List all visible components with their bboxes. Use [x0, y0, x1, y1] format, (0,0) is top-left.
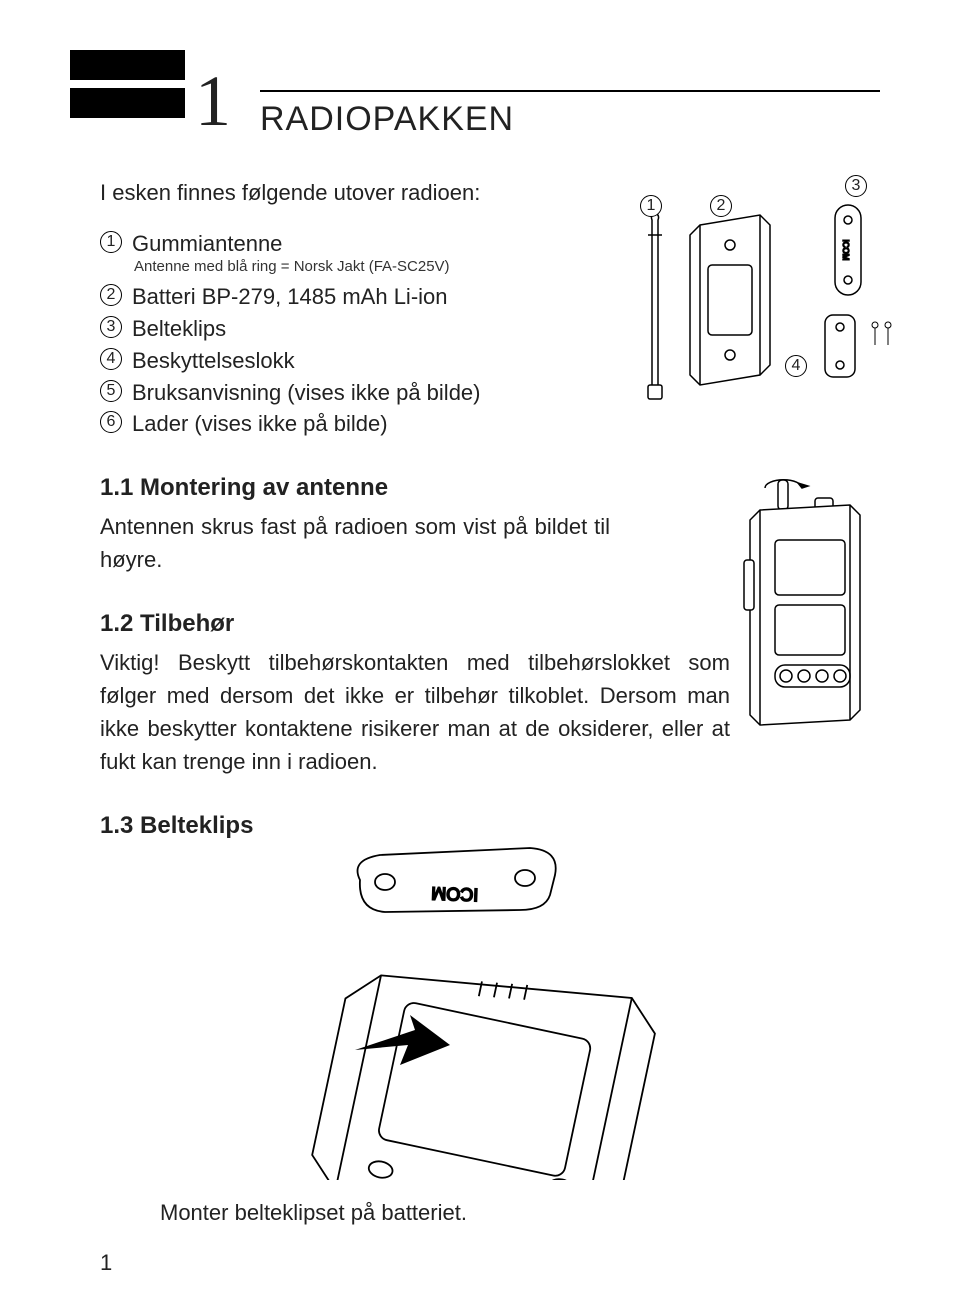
section-1-2-body: Viktig! Beskytt tilbehørskontakten med t… [100, 646, 730, 778]
item-number: 3 [100, 316, 122, 338]
footer-caption: Monter belteklipset på batteriet. [160, 1200, 467, 1226]
item-label: Bruksanvisning (vises ikke på bilde) [132, 377, 481, 409]
part-label-3: 3 [845, 175, 867, 197]
beltclip-illustration: ICOM [300, 840, 720, 1180]
page-number: 1 [100, 1250, 112, 1276]
chapter-number: 1 [195, 60, 231, 143]
part-label-1: 1 [640, 195, 662, 217]
item-number: 6 [100, 411, 122, 433]
title-rule [260, 90, 880, 92]
svg-text:ICOM: ICOM [841, 240, 850, 261]
item-label: Batteri BP-279, 1485 mAh Li-ion [132, 281, 448, 313]
chapter-title: RADIOPAKKEN [260, 100, 514, 139]
radio-illustration [720, 470, 890, 730]
section-1-3-title: 1.3 Belteklips [100, 812, 880, 840]
item-label: Gummiantenne [132, 228, 282, 260]
item-label: Lader (vises ikke på bilde) [132, 408, 388, 440]
item-number: 4 [100, 348, 122, 370]
item-number: 2 [100, 284, 122, 306]
item-label: Beskyttelseslokk [132, 345, 295, 377]
svg-text:ICOM: ICOM [431, 883, 479, 905]
parts-diagram: 1 2 3 4 ICO [630, 195, 900, 425]
part-label-2: 2 [710, 195, 732, 217]
parts-svg: ICOM [630, 195, 900, 425]
header-bar [70, 88, 185, 118]
header-bar [70, 50, 185, 80]
item-label: Belteklips [132, 313, 226, 345]
item-number: 5 [100, 380, 122, 402]
part-label-4: 4 [785, 355, 807, 377]
item-number: 1 [100, 231, 122, 253]
header-bars [70, 50, 185, 126]
page: 1 RADIOPAKKEN I esken finnes følgende ut… [0, 0, 960, 90]
section-1-1-body: Antennen skrus fast på radioen som vist … [100, 510, 610, 576]
